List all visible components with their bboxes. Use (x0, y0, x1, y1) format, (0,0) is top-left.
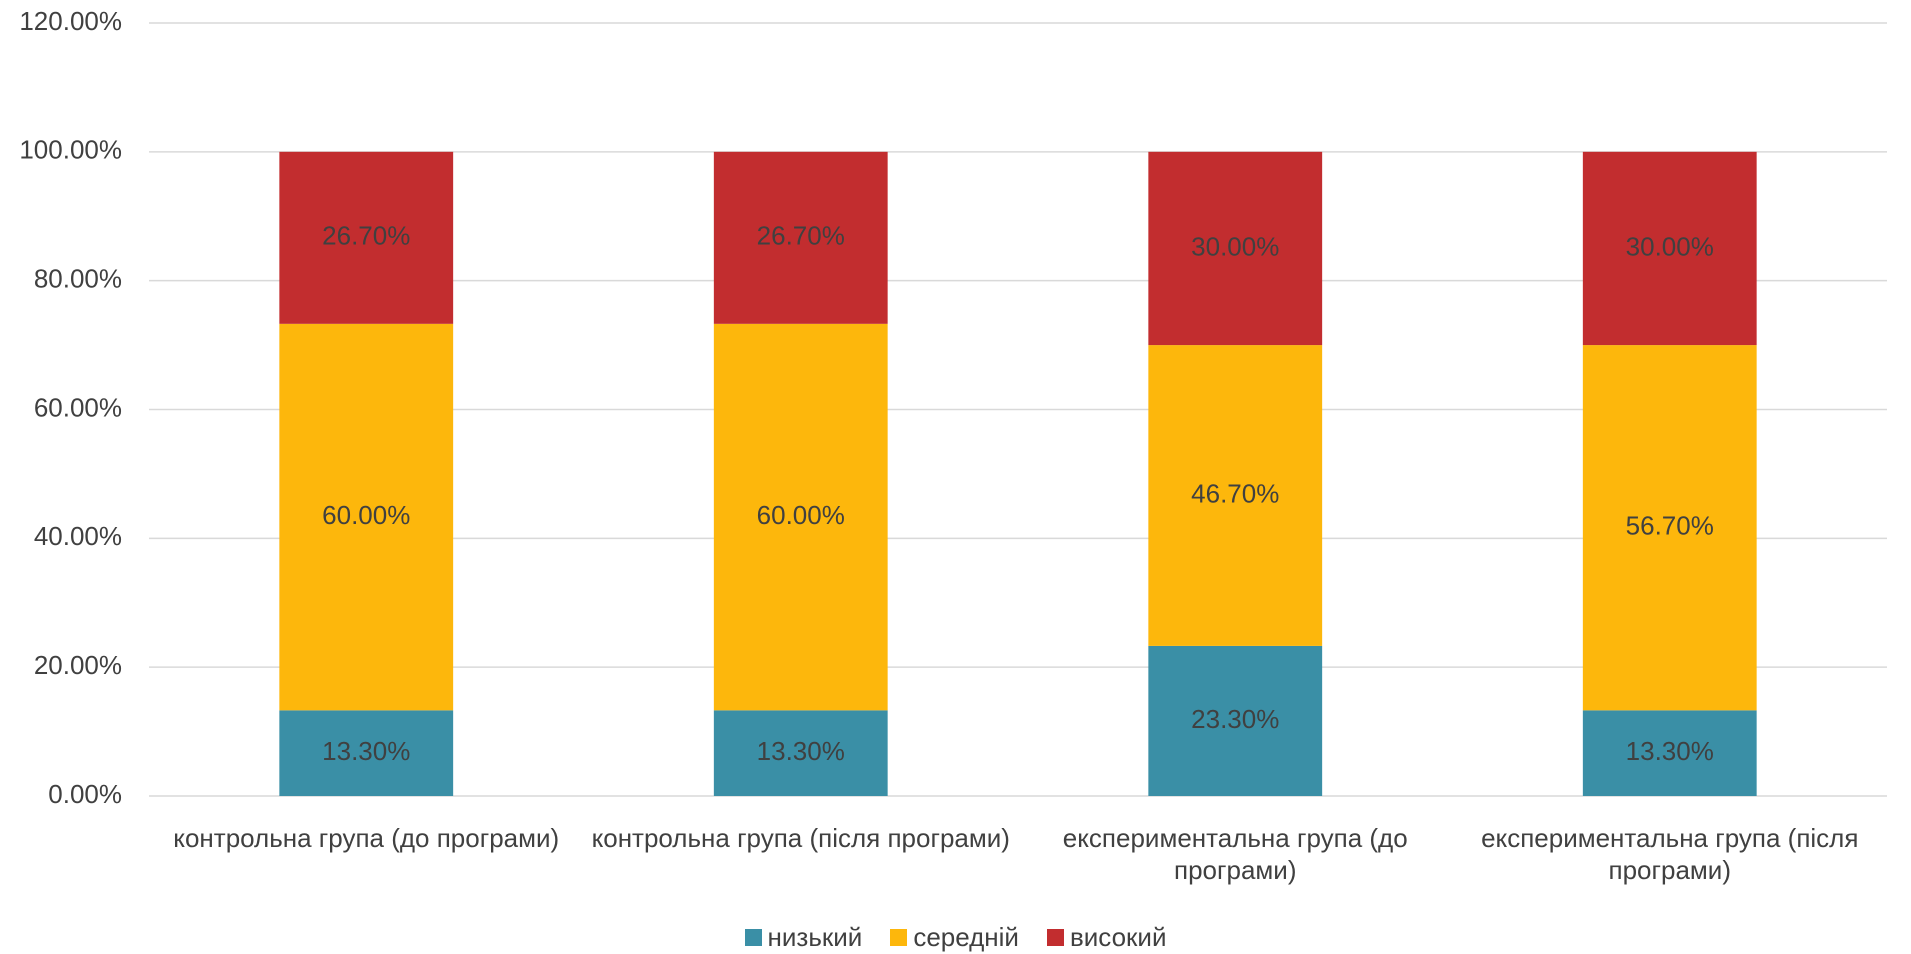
legend-swatch (890, 929, 908, 946)
bar-segment (1582, 151, 1757, 346)
y-tick-label: 20.00% (34, 650, 122, 680)
legend-item: середній (890, 922, 1019, 953)
legend-label: середній (913, 922, 1019, 952)
data-label: 13.30% (757, 736, 845, 766)
x-tick-label: експериментальна група (до програми) (1062, 823, 1408, 885)
data-label: 13.30% (322, 736, 410, 766)
y-tick-label: 40.00% (34, 521, 122, 551)
legend-item: низький (744, 922, 863, 953)
bar-segment (279, 151, 454, 324)
bar-segment (1582, 710, 1757, 796)
bar-segment (713, 323, 888, 711)
y-tick-label: 80.00% (34, 264, 122, 294)
bar-segment (1148, 345, 1323, 646)
bar-segment (713, 710, 888, 796)
y-tick-label: 60.00% (34, 392, 122, 422)
bar-segment (713, 151, 888, 324)
bar-segment (1582, 345, 1757, 711)
data-label: 46.70% (1191, 478, 1279, 508)
y-tick-label: 120.00% (19, 6, 122, 36)
legend-item: високий (1046, 922, 1167, 953)
legend-label: високий (1069, 922, 1167, 952)
x-tick-label: контрольна група (після програми) (591, 823, 1010, 853)
data-label: 60.00% (322, 500, 410, 530)
data-label: 56.70% (1626, 511, 1714, 541)
x-tick-label: експериментальна група (після програми) (1481, 823, 1859, 885)
bar-segment (279, 710, 454, 796)
legend-swatch (1046, 929, 1064, 946)
data-label: 26.70% (757, 221, 845, 251)
y-tick-label: 0.00% (48, 779, 122, 809)
data-label: 30.00% (1191, 231, 1279, 261)
legend-label: низький (767, 922, 863, 952)
data-label: 30.00% (1626, 231, 1714, 261)
y-tick-label: 100.00% (19, 135, 122, 165)
bar-segment (1148, 151, 1323, 346)
data-label: 26.70% (322, 221, 410, 251)
bar-segment (279, 323, 454, 711)
data-label: 60.00% (757, 500, 845, 530)
legend-swatch (744, 929, 762, 946)
legend: низький середній високий (0, 922, 1911, 953)
data-label: 23.30% (1191, 704, 1279, 734)
data-label: 13.30% (1626, 736, 1714, 766)
bar-segment (1148, 645, 1323, 796)
x-tick-label: контрольна група (до програми) (173, 823, 560, 853)
